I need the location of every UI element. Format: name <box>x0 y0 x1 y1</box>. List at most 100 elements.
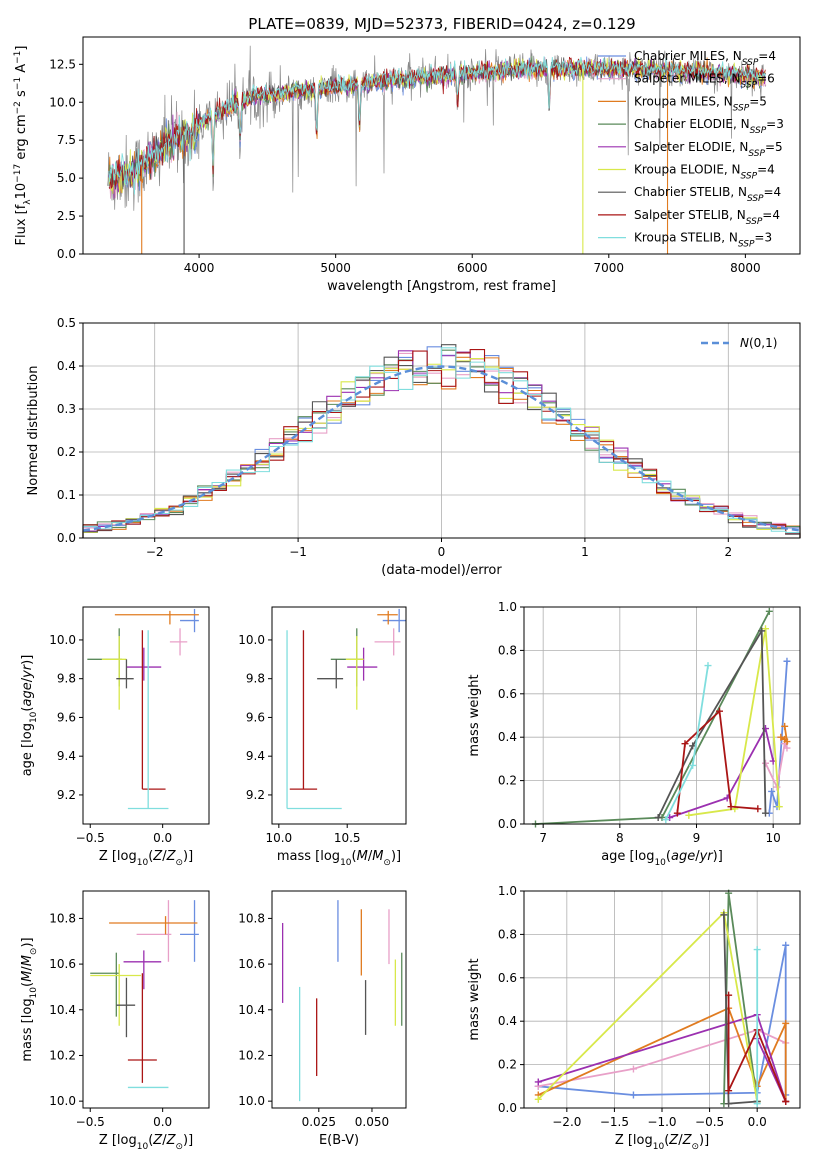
y-tick-label: 10.4 <box>238 1003 265 1017</box>
y-tick-label: 0.2 <box>498 1058 517 1072</box>
errorbar-point <box>109 916 198 935</box>
errorbar-point <box>180 608 199 633</box>
y-tick-label: 7.5 <box>57 133 76 147</box>
residuals-legend: N(0,1) <box>701 336 777 350</box>
y-tick-label: 10.2 <box>49 1048 76 1062</box>
y-tick-label: 0.8 <box>498 927 517 941</box>
y-axis-label: Normed distribution <box>26 366 41 496</box>
y-tick-label: 0.0 <box>57 531 76 545</box>
weight-series <box>777 722 791 746</box>
weight-marker <box>762 759 769 767</box>
weight-marker <box>716 707 723 715</box>
y-tick-label: 10.4 <box>49 1003 76 1017</box>
x-tick-label: 4000 <box>184 261 215 275</box>
figure-title: PLATE=0839, MJD=52373, FIBERID=0424, z=0… <box>248 15 635 33</box>
weight-marker <box>753 946 761 954</box>
weight-marker <box>768 787 776 795</box>
x-tick-label: 10.0 <box>265 831 292 845</box>
axes-frame <box>82 36 801 255</box>
y-tick-label: 10.2 <box>238 1048 265 1062</box>
y-tick-label: 9.4 <box>246 749 265 763</box>
y-axis-label: mass [log10(M/M⊙)] <box>20 937 39 1061</box>
x-axis-label: Z [log10(Z/Z⊙)] <box>99 1133 193 1152</box>
errorbar-point <box>347 647 378 681</box>
y-tick-label: 0.2 <box>57 445 76 459</box>
weight-line <box>688 628 781 817</box>
spectrum-panel: 4000 5000 6000 7000 8000 0.0 2.5 5.0 7.5 10.0 12.5… <box>13 36 801 294</box>
x-tick-label: 2 <box>724 545 732 559</box>
weight-line <box>657 627 767 818</box>
y-tick-label: 10.0 <box>49 95 76 109</box>
y-tick-label: 9.2 <box>57 788 76 802</box>
y-tick-label: 9.8 <box>246 672 265 686</box>
weight-line <box>535 610 771 825</box>
weight-marker <box>775 803 783 811</box>
x-tick-label: −0.5 <box>76 1115 105 1129</box>
x-axis-label: Z [log10(Z/Z⊙)] <box>615 1133 709 1152</box>
legend-entry: Chabrier MILES, NSSP=4 <box>634 49 776 68</box>
y-tick-label: 10.0 <box>49 633 76 647</box>
x-tick-label: 0.050 <box>355 1115 389 1129</box>
weight-marker <box>662 816 670 824</box>
mass-age-panel: 10.0 10.5 9.2 9.4 9.6 9.8 10.0 mass [log10(M/M⊙… <box>238 606 407 868</box>
weight-marker <box>765 607 773 615</box>
x-tick-label: 10 <box>766 831 781 845</box>
weight-marker <box>781 722 789 730</box>
y-axis-label: mass weight <box>467 958 482 1040</box>
weight-line <box>780 726 789 744</box>
weight-marker <box>689 761 697 769</box>
errorbar-point <box>126 647 162 681</box>
weight-marker <box>704 662 712 670</box>
y-tick-label: 0.0 <box>498 1101 517 1115</box>
y-tick-label: 1.0 <box>498 884 517 898</box>
legend-entry: Kroupa STELIB, NSSP=3 <box>634 231 772 250</box>
x-axis-label: (data-model)/error <box>381 563 502 578</box>
weight-marker <box>782 1097 790 1105</box>
weight-series <box>654 627 769 821</box>
y-tick-label: 9.4 <box>57 749 76 763</box>
y-tick-label: 0.0 <box>57 247 76 261</box>
y-tick-label: 0.8 <box>498 643 517 657</box>
y-tick-label: 0.2 <box>498 774 517 788</box>
x-tick-label: −0.5 <box>76 831 105 845</box>
Z-weight-panel: −2.0 −1.5 −1.0 −0.5 0.0 0.0 0.2 0.4 0.6 0.8 1.0 Z [… <box>467 884 801 1152</box>
x-tick-label: 0.0 <box>748 1115 767 1129</box>
y-tick-label: 2.5 <box>57 209 76 223</box>
weight-marker <box>783 744 791 752</box>
y-tick-label: 0.5 <box>57 316 76 330</box>
weight-marker <box>754 805 762 813</box>
weight-marker <box>534 1095 542 1103</box>
x-tick-label: 0 <box>438 545 446 559</box>
weight-line <box>538 1013 787 1102</box>
x-tick-label: 0.0 <box>153 1115 172 1129</box>
errorbar-point <box>180 900 199 962</box>
weight-marker <box>781 735 789 743</box>
errorbar-point <box>345 636 364 710</box>
y-tick-label: 9.6 <box>57 710 76 724</box>
errorbar-point <box>286 630 342 810</box>
weight-marker <box>534 1078 542 1086</box>
y-axis-label: age [log10(age/yr)] <box>20 655 39 777</box>
weight-marker <box>782 1019 790 1027</box>
y-tick-label: 10.6 <box>238 957 265 971</box>
weight-marker <box>654 813 662 821</box>
legend-entry: Salpeter MILES, NSSP=6 <box>634 72 775 91</box>
x-tick-label: 0.025 <box>302 1115 336 1129</box>
y-tick-label: 10.6 <box>49 957 76 971</box>
legend-entry: Kroupa MILES, NSSP=5 <box>634 94 767 113</box>
residuals-panel: −2 −1 0 1 2 0.0 0.1 0.2 0.3 0.4 0.5 (data-model)/er… <box>26 316 801 578</box>
weight-line <box>669 726 775 819</box>
errorbar-point <box>127 973 157 1083</box>
errorbar-point <box>116 659 134 689</box>
x-tick-label: 6000 <box>457 261 488 275</box>
weight-series <box>662 662 712 824</box>
y-tick-label: 5.0 <box>57 171 76 185</box>
legend-entry: Salpeter STELIB, NSSP=4 <box>634 208 780 227</box>
x-axis-label: age [log10(age/yr)] <box>601 849 723 868</box>
spectrum-legend: Chabrier MILES, NSSP=4 Salpeter MILES, NS… <box>598 49 784 250</box>
x-tick-label: 9 <box>693 831 701 845</box>
weight-line <box>768 661 788 814</box>
errorbar-point <box>317 659 344 689</box>
x-tick-label: −1 <box>289 545 307 559</box>
